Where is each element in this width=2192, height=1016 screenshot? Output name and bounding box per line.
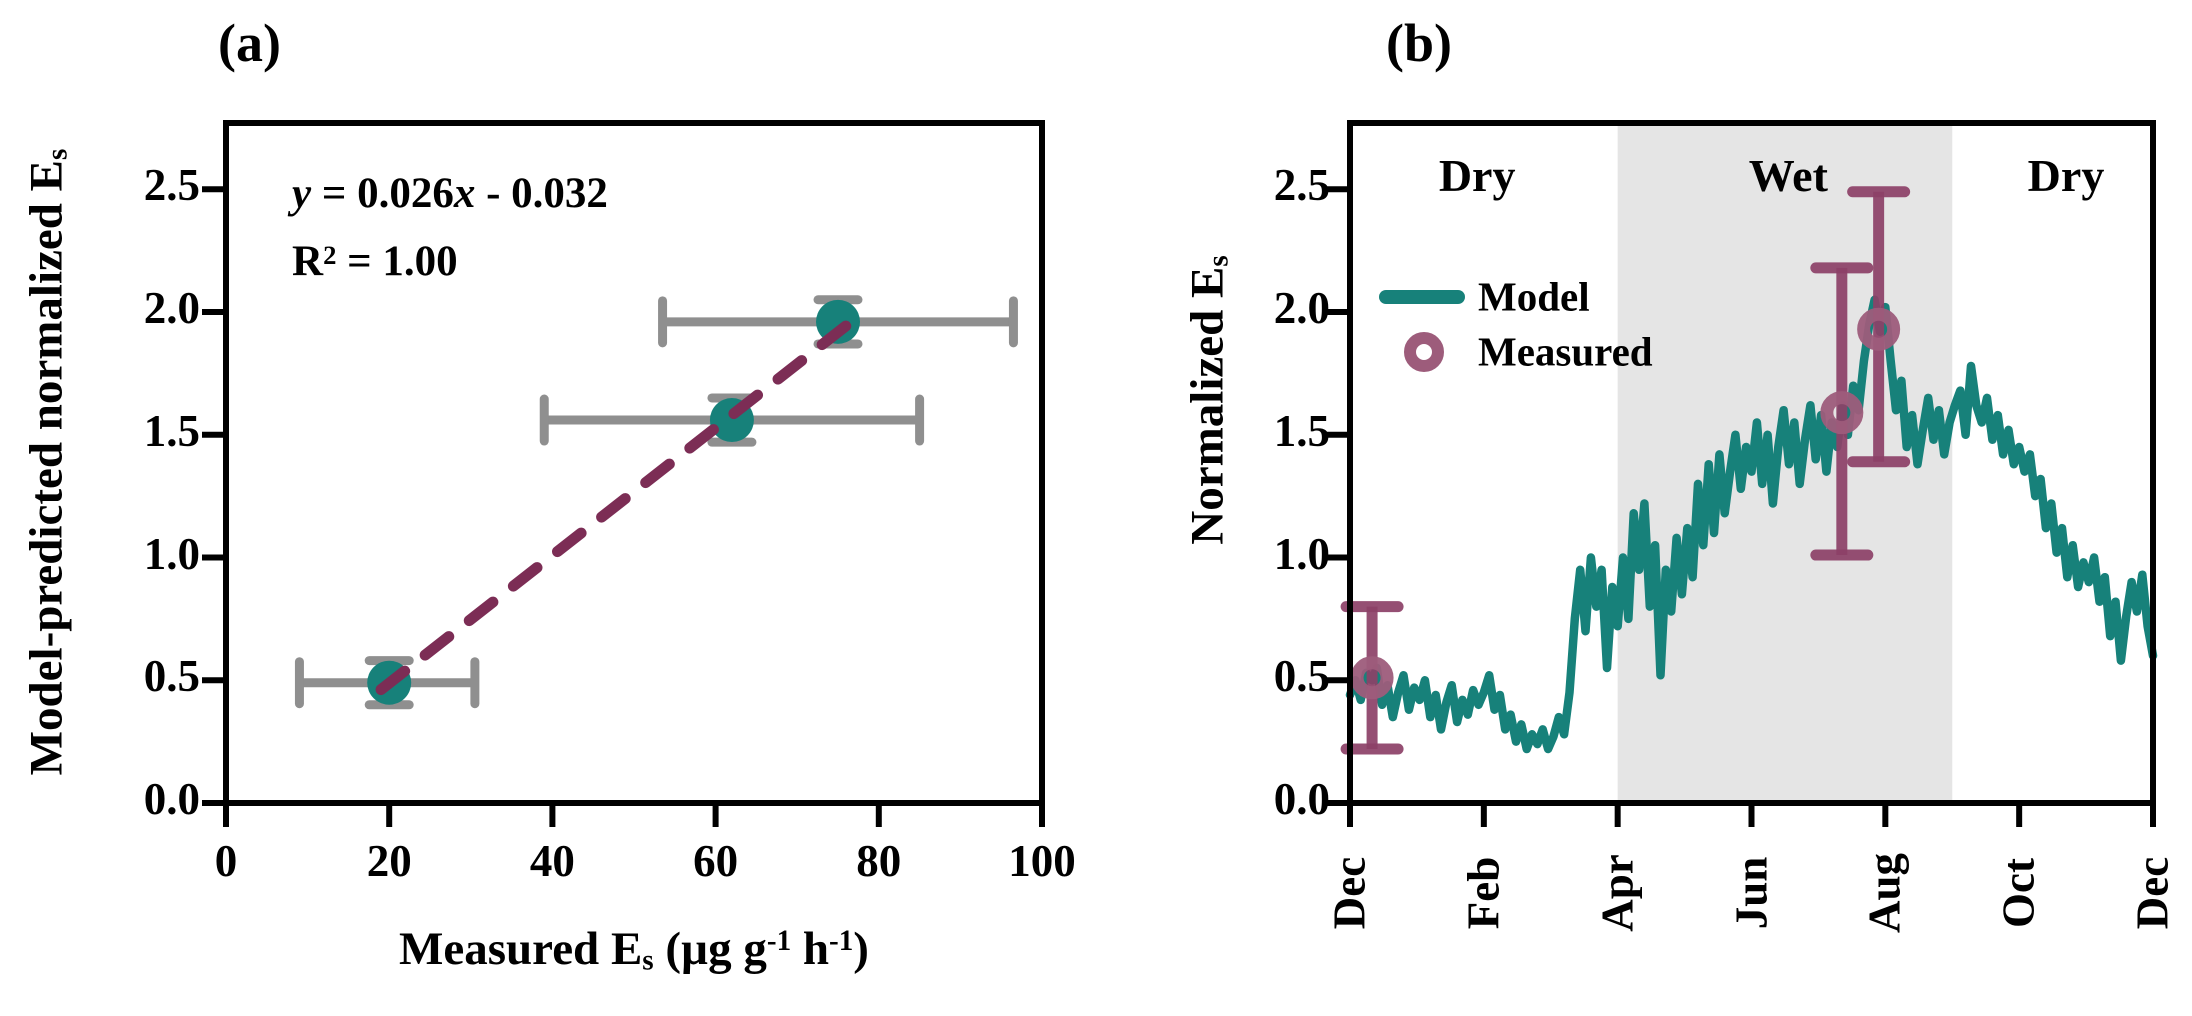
panel-b-y-tick-label: 1.5 [1273,405,1330,456]
regression-dashed-line [375,317,856,696]
season-label-wet: Wet [1748,150,1828,201]
panel-b-label: (b) [1386,13,1452,73]
panel-a-x-axis-label: Measured Es (µg g-1 h-1) [399,923,869,977]
panel-b-y-tick-label: 0.0 [1273,774,1330,824]
model-line [1345,295,2158,754]
panel-a-y-tick-label: 0.0 [143,774,200,824]
panel-a-x-tick-label: 60 [693,836,739,886]
panel-b-month-label: Dec [1324,856,1375,930]
panel-a-x-tick-label: 40 [529,836,575,886]
data-point-marker [816,299,860,344]
panel-b-month-label: Aug [1859,852,1910,934]
panel-a-x-tick-label: 0 [214,836,238,886]
panel-b-month-label: Feb [1458,856,1509,930]
panel-b-month-label: Dec [2127,856,2178,930]
panel-a-label: (a) [218,13,281,73]
panel-b-y-tick-label: 2.5 [1273,160,1330,211]
panel-a-y-tick-label: 1.5 [143,405,200,456]
measured-point-ring [1820,391,1864,435]
measured-point-ring [1857,307,1901,351]
panel-a-frame [223,120,1045,806]
panel-b-frame [1347,120,2156,806]
panel-a-x-tick-label: 100 [1008,836,1076,886]
panel-b-y-tick-label: 2.0 [1273,283,1330,334]
legend-measured-ring-swatch [1404,332,1444,372]
r-squared-value: R2 = 1.00 [292,238,458,285]
panel-b-month-label: Apr [1592,854,1643,932]
panel-a-y-tick-label: 1.0 [143,528,200,579]
panel-b-y-tick-label: 0.5 [1273,651,1330,702]
measured-point-ring [1350,656,1394,700]
panel-b-y-tick-label: 1.0 [1273,528,1330,579]
panel-a-x-tick-label: 80 [856,836,902,886]
panel-b-month-label: Jun [1726,856,1776,930]
season-label-dry: Dry [1438,150,1516,201]
panel-a-x-tick-label: 20 [366,836,412,886]
panel-a-y-tick-label: 2.5 [143,160,200,211]
panel-b-month-label: Oct [1993,858,2044,928]
legend-label-measured: Measured [1478,328,1653,375]
legend-label-model: Model [1478,273,1590,320]
panel-a-y-tick-label: 0.5 [143,651,200,702]
season-label-dry: Dry [2027,150,2105,201]
panel-a-y-tick-label: 2.0 [143,283,200,334]
regression-equation: y = 0.026x - 0.032 [292,170,608,217]
